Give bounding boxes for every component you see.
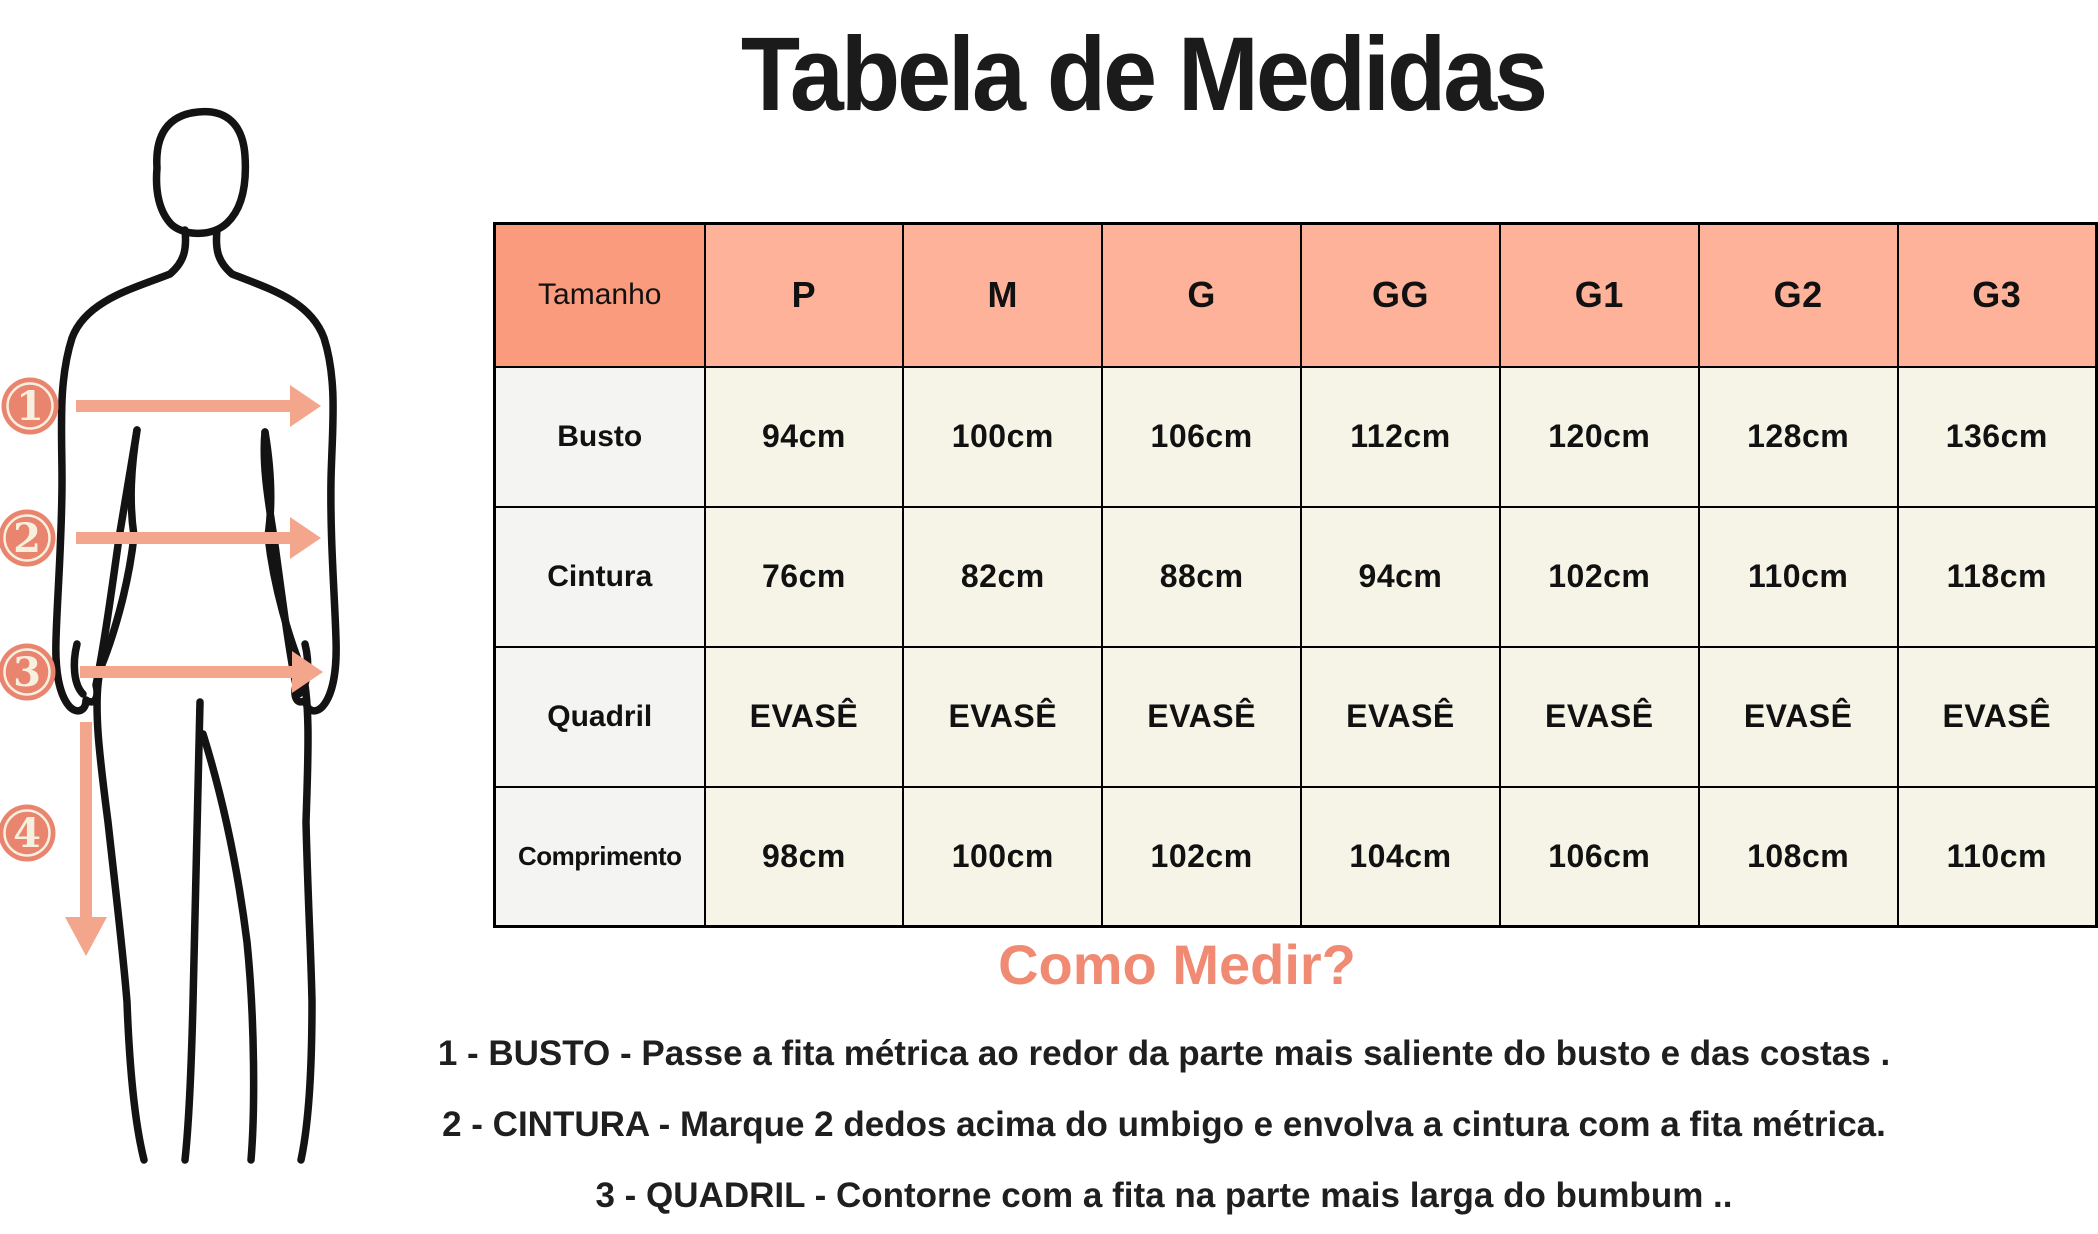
row-label: Cintura — [493, 505, 706, 648]
marker-circle — [0, 804, 56, 862]
marker-ring — [3, 809, 51, 857]
marker-circle — [0, 643, 56, 701]
table-cell: 106cm — [1101, 365, 1303, 508]
marker-3: 3 — [0, 643, 56, 701]
column-header-g: G — [1101, 222, 1303, 368]
table-cell: 118cm — [1896, 505, 2098, 648]
column-header-g2: G2 — [1697, 222, 1899, 368]
table-cell: 94cm — [703, 365, 905, 508]
table-cell: 100cm — [902, 785, 1104, 928]
table-cell: 94cm — [1300, 505, 1501, 648]
figure-left-arm — [52, 226, 190, 715]
marker-ring — [3, 648, 51, 696]
table-cell: 106cm — [1498, 785, 1700, 928]
column-header-p: P — [703, 222, 905, 368]
marker-number: 1 — [16, 383, 44, 430]
instruction-cintura: 2 - CINTURA - Marque 2 dedos acima do um… — [442, 1105, 1886, 1144]
marker-circle — [0, 509, 56, 567]
marker-1: 1 — [1, 377, 59, 435]
figure-right-arm — [212, 226, 340, 715]
body-silhouette — [52, 107, 340, 1164]
table-cell: 128cm — [1697, 365, 1899, 508]
figure-left-hand-detail — [70, 640, 87, 698]
table-cell: 110cm — [1896, 785, 2098, 928]
table-cell: EVASÊ — [1101, 645, 1303, 788]
table-cell: EVASÊ — [902, 645, 1104, 788]
column-header-m: M — [902, 222, 1104, 368]
table-row-quadril: Quadril EVASÊ EVASÊ EVASÊ EVASÊ EVASÊ EV… — [493, 645, 2098, 788]
table-cell: 88cm — [1101, 505, 1303, 648]
marker-number: 2 — [13, 515, 41, 562]
table-cell: 82cm — [902, 505, 1104, 648]
column-header-g3: G3 — [1896, 222, 2098, 368]
marker-ring — [6, 382, 54, 430]
marker-circle — [1, 377, 59, 435]
table-cell: 120cm — [1498, 365, 1700, 508]
table-cell: 102cm — [1101, 785, 1303, 928]
table-cell: EVASÊ — [1697, 645, 1899, 788]
marker-ring — [3, 514, 51, 562]
size-table: Tamanho P M G GG G1 G2 G3 Busto 94cm 100… — [493, 222, 2098, 928]
marker-4: 4 — [0, 804, 56, 862]
column-header-g1: G1 — [1498, 222, 1700, 368]
instruction-busto: 1 - BUSTO - Passe a fita métrica ao redo… — [437, 1034, 1891, 1073]
table-row-cintura: Cintura 76cm 82cm 88cm 94cm 102cm 110cm … — [493, 505, 2098, 648]
length-arrow — [65, 722, 107, 956]
measurement-arrows — [65, 385, 323, 956]
table-cell: EVASÊ — [703, 645, 905, 788]
column-header-gg: GG — [1300, 222, 1501, 368]
figure-right-inner-leg — [199, 730, 258, 1164]
table-cell: EVASÊ — [1896, 645, 2098, 788]
table-cell: 102cm — [1498, 505, 1700, 648]
table-row-busto: Busto 94cm 100cm 106cm 112cm 120cm 128cm… — [493, 365, 2098, 508]
page-title: Tabela de Medidas — [740, 15, 1548, 133]
table-cell: 104cm — [1300, 785, 1501, 928]
how-to-measure-heading: Como Medir? — [998, 933, 1356, 996]
measure-instructions: 1 - BUSTO - Passe a fita métrica ao redo… — [230, 1018, 2098, 1231]
table-cell: 110cm — [1697, 505, 1899, 648]
marker-number: 4 — [13, 810, 41, 857]
row-label: Busto — [493, 365, 706, 508]
hip-arrow — [80, 651, 323, 693]
marker-number: 3 — [13, 649, 41, 696]
header-row: Tamanho P M G GG G1 G2 G3 — [493, 222, 2098, 368]
row-label: Comprimento — [493, 785, 706, 928]
figure-head — [152, 107, 250, 238]
table-cell: 112cm — [1300, 365, 1501, 508]
size-table-container: Tamanho P M G GG G1 G2 G3 Busto 94cm 100… — [493, 222, 2098, 928]
instruction-quadril: 3 - QUADRIL - Contorne com a fita na par… — [595, 1176, 1733, 1215]
figure-left-inner-leg — [181, 698, 204, 1164]
table-cell: 98cm — [703, 785, 905, 928]
table-cell: EVASÊ — [1498, 645, 1700, 788]
table-cell: 108cm — [1697, 785, 1899, 928]
table-cell: EVASÊ — [1300, 645, 1501, 788]
table-corner-header: Tamanho — [493, 222, 706, 368]
table-cell: 136cm — [1896, 365, 2098, 508]
waist-arrow — [76, 517, 321, 559]
table-cell: 76cm — [703, 505, 905, 648]
bust-arrow — [76, 385, 321, 427]
table-row-comprimento: Comprimento 98cm 100cm 102cm 104cm 106cm… — [493, 785, 2098, 928]
marker-2: 2 — [0, 509, 56, 567]
table-cell: 100cm — [902, 365, 1104, 508]
measure-markers: 1 2 3 4 — [0, 377, 59, 862]
measurement-figure: 1 2 3 4 — [0, 107, 340, 1164]
row-label: Quadril — [493, 645, 706, 788]
